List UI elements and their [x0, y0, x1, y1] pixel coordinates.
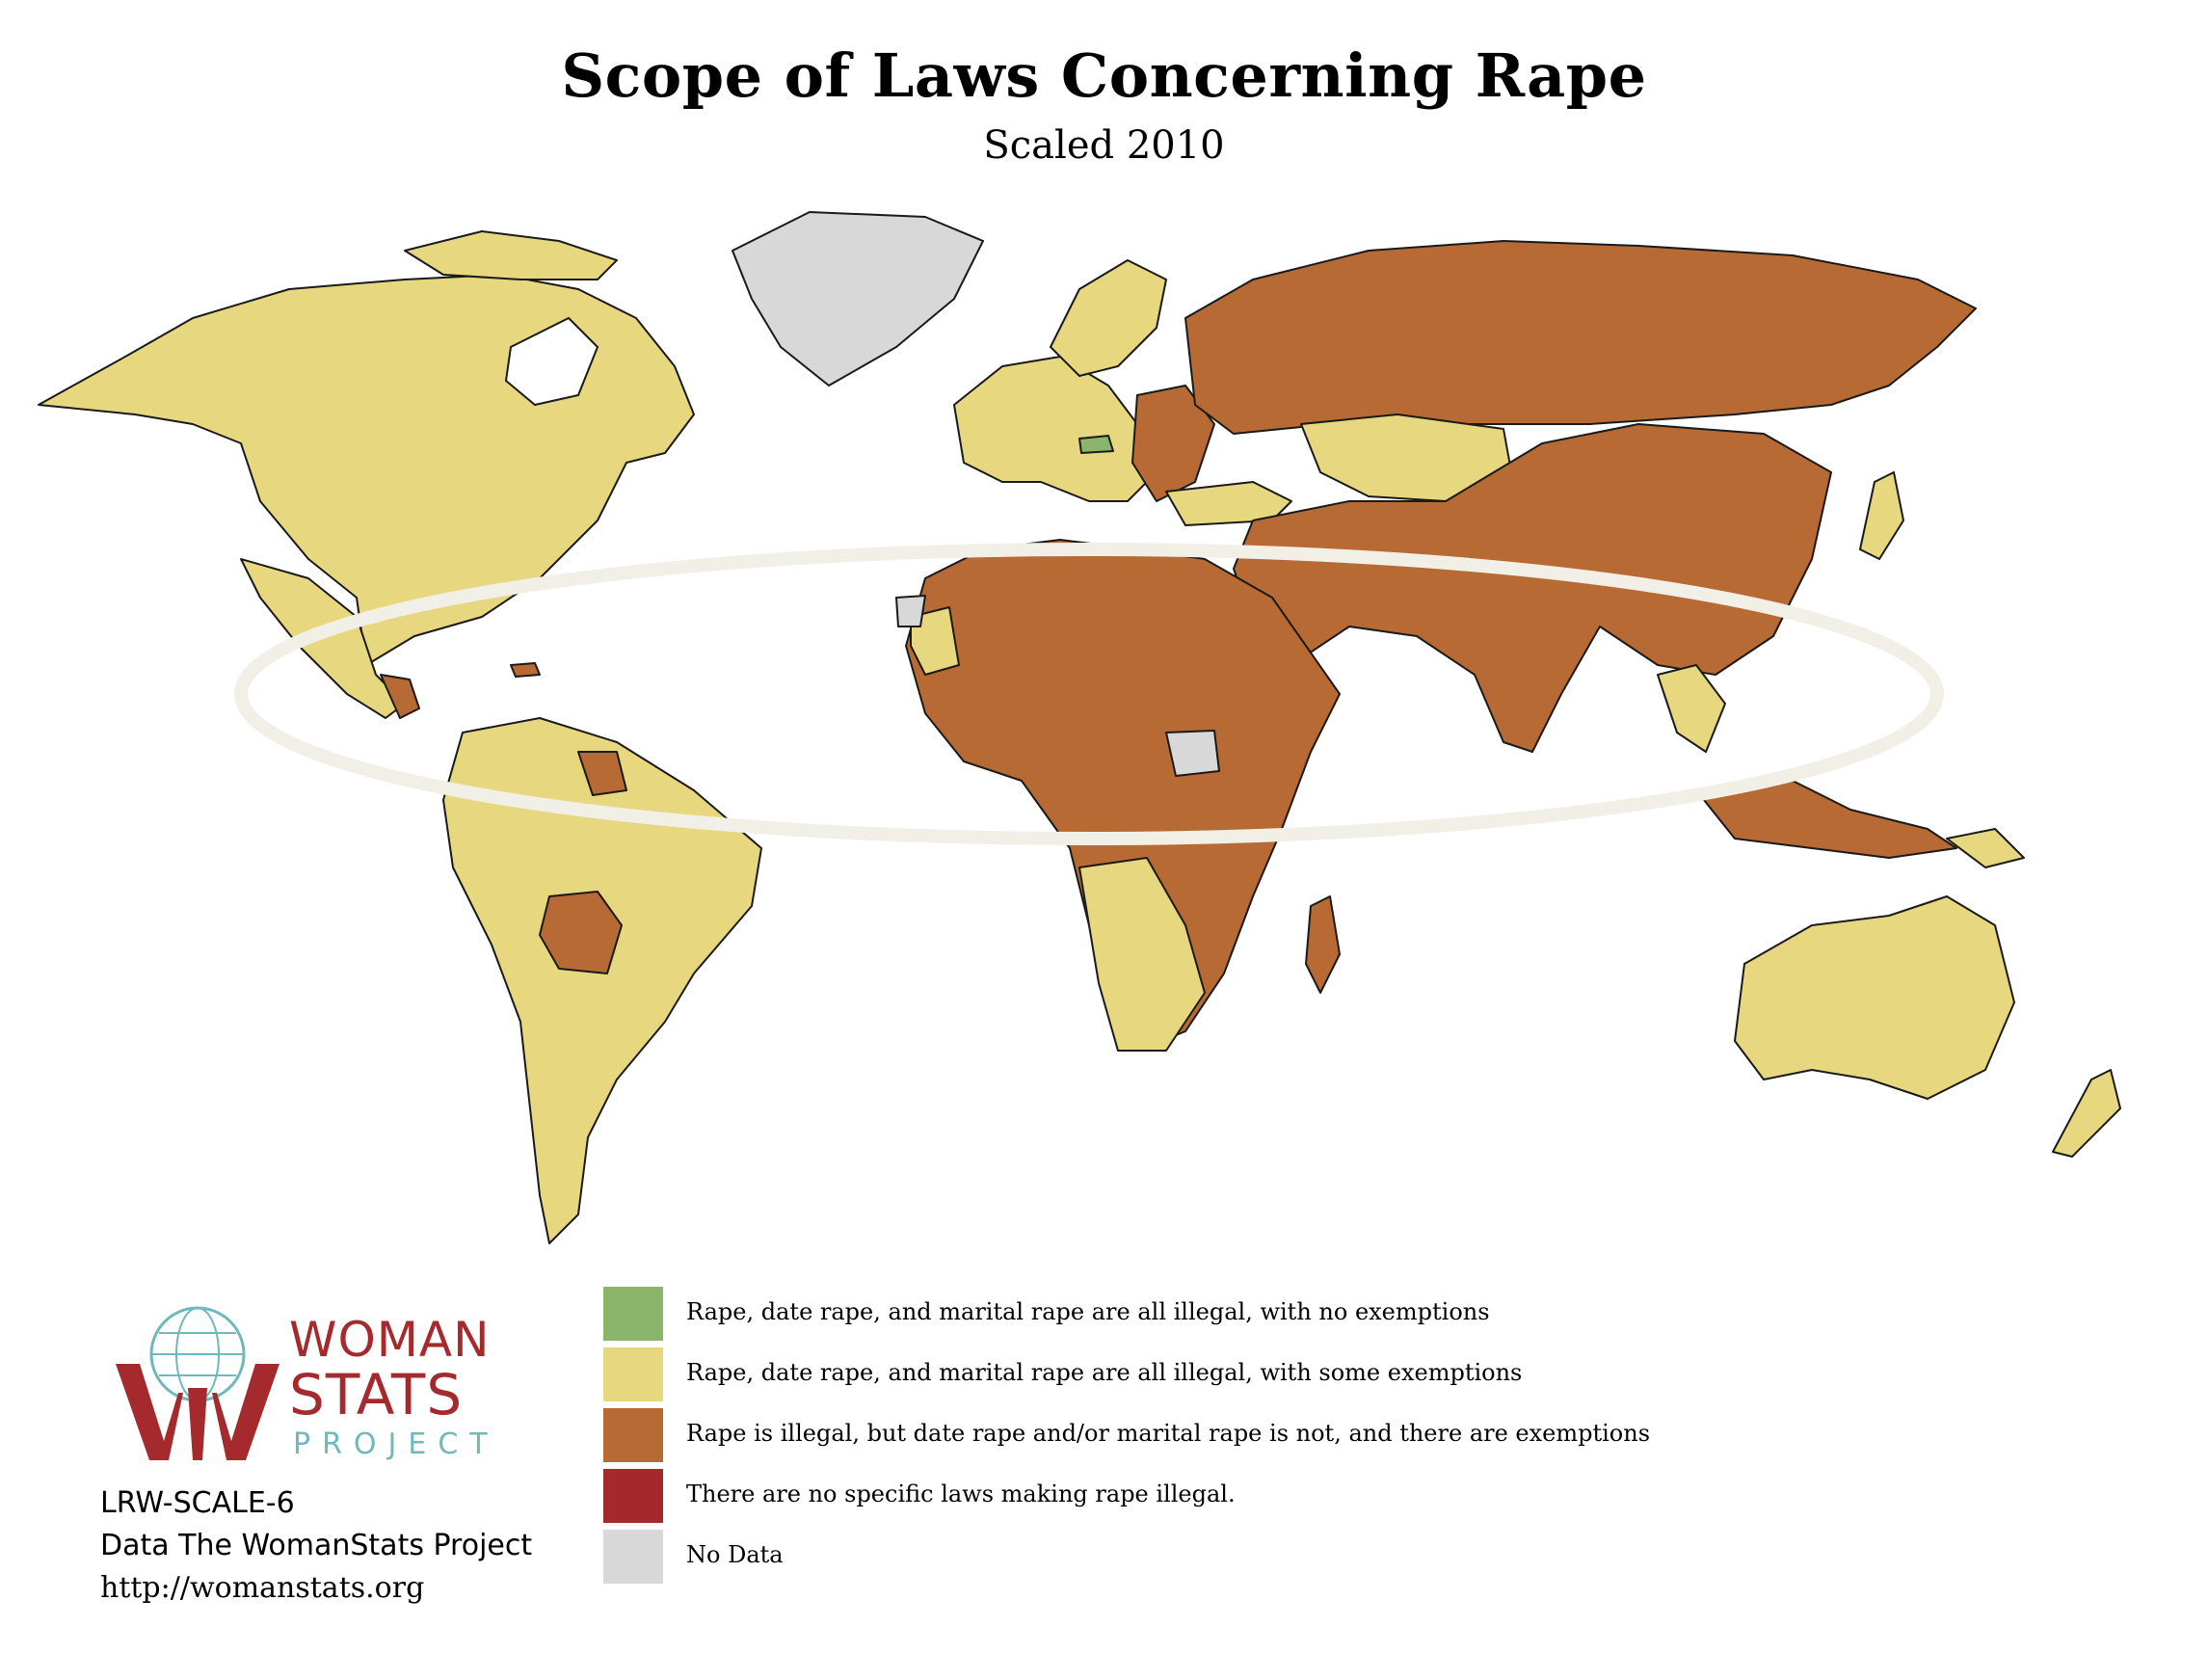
region-southeast-asia[interactable]	[1657, 664, 1726, 753]
region-south-america[interactable]	[442, 717, 762, 1244]
logo-word-woman: WOMAN	[289, 1312, 491, 1368]
region-austria[interactable]	[1078, 435, 1114, 454]
region-caribbean[interactable]	[510, 662, 541, 678]
legend-swatch	[603, 1287, 663, 1341]
logo-word-project: PROJECT	[293, 1427, 499, 1461]
world-map	[38, 211, 2121, 1244]
region-australia[interactable]	[1734, 895, 2015, 1100]
region-south-sudan[interactable]	[1165, 730, 1220, 777]
region-turkey[interactable]	[1165, 481, 1292, 526]
logo-word-stats: STATS	[289, 1362, 464, 1427]
legend-label: Rape is illegal, but date rape and/or ma…	[686, 1420, 1651, 1447]
region-southern-africa[interactable]	[1078, 857, 1206, 1052]
logo-mark-icon	[116, 1306, 279, 1460]
region-greenland[interactable]	[732, 211, 984, 387]
region-western-sahara[interactable]	[895, 595, 926, 627]
region-western-europe[interactable]	[953, 356, 1157, 502]
region-indonesia[interactable]	[1695, 780, 1957, 859]
map-title: Scope of Laws Concerning Rape	[561, 40, 1647, 111]
region-scandinavia[interactable]	[1050, 259, 1167, 377]
legend-swatch	[603, 1530, 663, 1584]
legend-label: Rape, date rape, and marital rape are al…	[686, 1298, 1490, 1325]
legend-swatch	[603, 1347, 663, 1401]
data-source: Data The WomanStats Project	[100, 1529, 533, 1562]
region-bolivia[interactable]	[539, 891, 623, 974]
legend-label: Rape, date rape, and marital rape are al…	[686, 1359, 1523, 1386]
legend-label: There are no specific laws making rape i…	[686, 1480, 1236, 1507]
womanstats-logo: WOMAN STATS PROJECT	[106, 1296, 511, 1470]
legend-swatch	[603, 1408, 663, 1462]
region-madagascar[interactable]	[1305, 895, 1341, 994]
map-subtitle: Scaled 2010	[983, 123, 1225, 168]
region-russia[interactable]	[1184, 240, 1977, 435]
legend-swatch	[603, 1469, 663, 1523]
region-north-america[interactable]	[38, 274, 695, 666]
region-japan[interactable]	[1859, 471, 1904, 560]
map-code: LRW-SCALE-6	[100, 1486, 295, 1520]
hudson-bay	[504, 316, 599, 407]
legend-label: No Data	[686, 1541, 784, 1568]
region-canadian-arctic[interactable]	[404, 230, 618, 280]
region-new-zealand[interactable]	[2052, 1069, 2121, 1158]
region-eastern-europe[interactable]	[1131, 385, 1215, 502]
region-papua[interactable]	[1946, 828, 2025, 868]
source-link[interactable]: http://womanstats.org	[100, 1571, 425, 1605]
